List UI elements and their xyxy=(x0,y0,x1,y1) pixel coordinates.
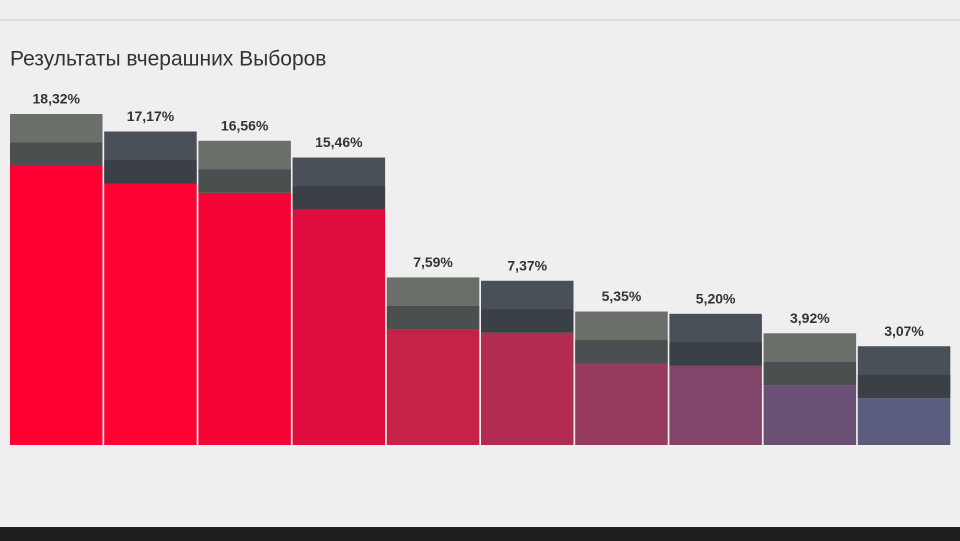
value-label: 17,17% xyxy=(127,108,175,124)
photo-shade xyxy=(857,374,951,399)
photo-shade xyxy=(198,169,291,193)
value-label: 5,20% xyxy=(696,291,736,307)
footer-bar xyxy=(0,527,960,541)
bar xyxy=(481,332,574,445)
photo-shade xyxy=(575,340,668,364)
bar xyxy=(198,192,291,445)
chart-title: Результаты вчерашних Выборов xyxy=(10,48,326,71)
bar xyxy=(669,365,762,445)
value-label: 16,56% xyxy=(221,117,269,133)
bar xyxy=(763,385,857,445)
value-label: 3,92% xyxy=(790,310,830,326)
bar xyxy=(386,329,480,445)
photo-shade xyxy=(669,342,762,366)
photo-shade xyxy=(104,160,197,184)
value-label: 7,37% xyxy=(507,257,547,273)
bar xyxy=(575,363,668,445)
value-label: 3,07% xyxy=(884,323,924,339)
value-label: 15,46% xyxy=(315,134,363,150)
value-label: 5,35% xyxy=(602,288,642,304)
photo-shade xyxy=(481,309,574,333)
value-label: 18,32% xyxy=(33,91,81,107)
value-label: 7,59% xyxy=(413,254,453,270)
photo-shade xyxy=(386,306,480,330)
bar xyxy=(104,183,197,445)
photo-shade xyxy=(763,361,857,386)
bar xyxy=(857,398,951,445)
bar xyxy=(10,165,103,446)
bar xyxy=(292,209,386,445)
photo-shade xyxy=(292,186,386,210)
photo-shade xyxy=(10,142,103,166)
